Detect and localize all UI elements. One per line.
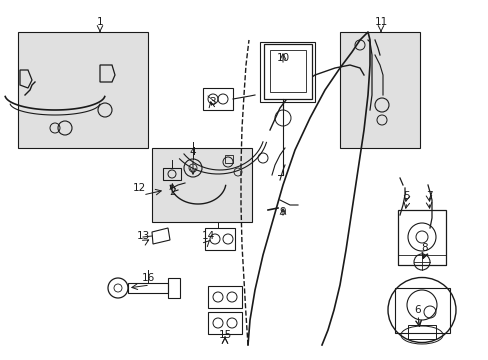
Bar xyxy=(203,88,232,110)
Bar xyxy=(260,42,314,102)
Text: 5: 5 xyxy=(403,191,409,201)
Bar xyxy=(207,312,242,334)
Bar xyxy=(168,278,180,298)
Text: 9: 9 xyxy=(279,207,286,217)
Bar xyxy=(18,32,148,148)
Bar xyxy=(207,286,242,308)
Bar xyxy=(407,325,435,339)
Bar xyxy=(163,168,181,180)
Text: 13: 13 xyxy=(136,231,149,241)
Bar xyxy=(397,255,445,265)
Bar xyxy=(339,32,419,148)
Text: 4: 4 xyxy=(189,147,196,157)
Bar xyxy=(224,155,232,163)
Text: 14: 14 xyxy=(201,231,214,241)
Bar xyxy=(128,283,168,293)
Text: 10: 10 xyxy=(276,53,289,63)
Text: 7: 7 xyxy=(425,191,431,201)
Bar xyxy=(394,288,449,333)
Bar xyxy=(204,228,235,250)
Text: 15: 15 xyxy=(218,330,231,340)
Text: 6: 6 xyxy=(414,305,421,315)
Bar xyxy=(397,210,445,265)
Text: 12: 12 xyxy=(132,183,145,193)
Text: 16: 16 xyxy=(141,273,154,283)
Text: 8: 8 xyxy=(421,243,427,253)
Text: 11: 11 xyxy=(374,17,387,27)
Text: 1: 1 xyxy=(97,17,103,27)
Text: 3: 3 xyxy=(208,97,215,107)
Bar xyxy=(269,50,305,92)
Bar xyxy=(152,148,251,222)
Bar xyxy=(264,44,311,99)
Text: 2: 2 xyxy=(169,187,176,197)
